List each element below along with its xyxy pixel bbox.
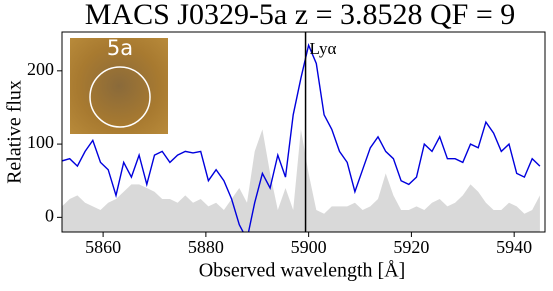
plot-area: [62, 42, 541, 232]
y-tick-label: 0: [45, 205, 54, 225]
plot-frame: [61, 31, 546, 233]
inset-label: 5a: [107, 36, 133, 60]
y-tick-label: 200: [27, 59, 54, 79]
inset-image: [70, 38, 168, 134]
x-tick-label: 5860: [85, 237, 121, 257]
x-tick-label: 5920: [393, 237, 429, 257]
inset-aperture: [89, 66, 151, 128]
x-axis-label: Observed wavelength [Å]: [199, 260, 406, 282]
flux-line: [62, 42, 541, 232]
x-tick-label: 5880: [188, 237, 224, 257]
lya-label: Lyα: [310, 39, 337, 58]
x-tick-label: 5900: [291, 237, 327, 257]
inset: 5a: [70, 36, 168, 134]
x-tick-label: 5940: [496, 237, 532, 257]
chart-title: MACS J0329-5a z = 3.8528 QF = 9: [85, 0, 516, 31]
y-tick-label: 100: [27, 132, 54, 152]
y-axis-label: Relative flux: [4, 80, 26, 184]
noise-area: [62, 129, 540, 232]
